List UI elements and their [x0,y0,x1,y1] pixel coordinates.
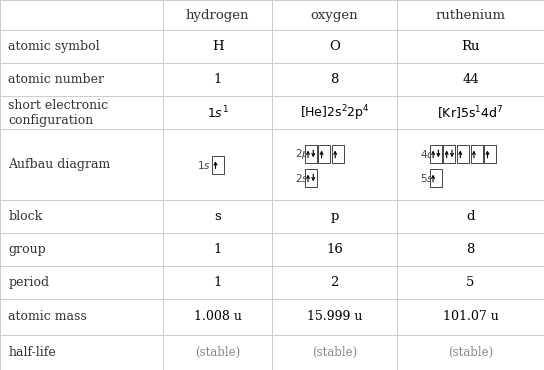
Bar [305,145,317,163]
Text: (stable): (stable) [195,346,240,359]
Text: 1.008 u: 1.008 u [194,310,242,323]
Text: $2s$: $2s$ [295,172,308,184]
Text: $4d$: $4d$ [420,148,435,160]
Text: atomic mass: atomic mass [8,310,87,323]
Text: (stable): (stable) [312,346,357,359]
Text: $1s^1$: $1s^1$ [207,105,228,121]
Bar [305,169,317,187]
Text: hydrogen: hydrogen [186,9,249,21]
Text: half-life: half-life [8,346,56,359]
Text: 1: 1 [213,73,222,86]
Text: ruthenium: ruthenium [436,9,505,21]
Text: 8: 8 [330,73,339,86]
Text: $\rm[Kr]5s^14d^7$: $\rm[Kr]5s^14d^7$ [437,104,504,122]
Text: Aufbau diagram: Aufbau diagram [8,158,110,171]
Text: 15.999 u: 15.999 u [307,310,362,323]
Bar [430,169,442,187]
Bar [457,145,469,163]
Text: 8: 8 [466,243,475,256]
Text: oxygen: oxygen [311,9,358,21]
Text: block: block [8,210,42,223]
Text: 101.07 u: 101.07 u [443,310,498,323]
Text: s: s [214,210,221,223]
Text: 16: 16 [326,243,343,256]
Text: Ru: Ru [461,40,480,53]
Bar [212,156,224,174]
Text: O: O [329,40,340,53]
Text: atomic number: atomic number [8,73,104,86]
Text: 2: 2 [330,276,339,289]
Text: atomic symbol: atomic symbol [8,40,100,53]
Text: 1: 1 [213,276,222,289]
Bar [318,145,330,163]
Text: (stable): (stable) [448,346,493,359]
Bar [471,145,483,163]
Text: $\rm[He]2s^22p^4$: $\rm[He]2s^22p^4$ [300,103,369,122]
Bar [443,145,455,163]
Bar [332,145,344,163]
Text: $1s$: $1s$ [197,159,211,171]
Text: period: period [8,276,50,289]
Text: p: p [330,210,339,223]
Text: $2p$: $2p$ [295,147,310,161]
Text: 1: 1 [213,243,222,256]
Bar [430,145,442,163]
Text: short electronic
configuration: short electronic configuration [8,99,108,127]
Text: $5s$: $5s$ [420,172,434,184]
Bar [484,145,496,163]
Text: group: group [8,243,46,256]
Text: H: H [212,40,224,53]
Text: 44: 44 [462,73,479,86]
Text: d: d [466,210,475,223]
Text: 5: 5 [466,276,475,289]
